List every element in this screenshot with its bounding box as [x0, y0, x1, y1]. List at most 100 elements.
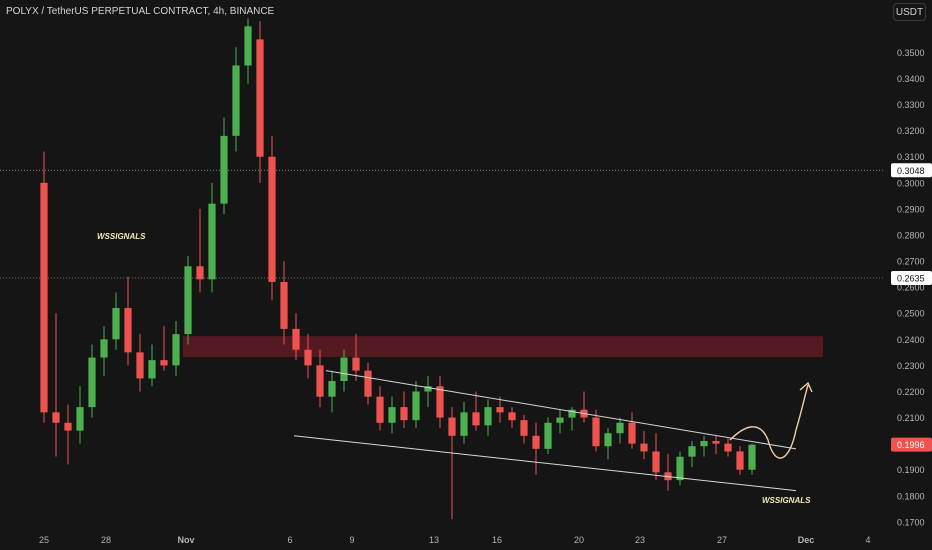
candle-body	[196, 266, 204, 280]
candle-body	[88, 357, 96, 408]
candle-body	[172, 334, 180, 366]
y-tick-label: 0.2700	[897, 257, 925, 267]
y-tick-label: 0.3500	[897, 48, 925, 58]
x-tick-label: 23	[635, 535, 645, 545]
candle-body	[532, 435, 540, 449]
candle-body	[688, 446, 696, 457]
candle-body	[184, 266, 192, 335]
candle-body	[364, 370, 372, 397]
candle-body	[256, 39, 264, 157]
candle-body	[472, 412, 480, 426]
candle-body	[736, 451, 744, 470]
candle-body	[148, 360, 156, 379]
candle-body	[628, 422, 636, 444]
candle-body	[460, 412, 468, 436]
y-tick-label: 0.3000	[897, 178, 925, 188]
candle-body	[100, 339, 108, 358]
candle-body	[544, 422, 552, 449]
price-label: 0.3048	[891, 163, 932, 178]
candle-body	[388, 407, 396, 423]
candle-body	[244, 26, 252, 66]
candle-body	[556, 417, 564, 423]
projection-arrowhead	[799, 381, 813, 393]
candle-body	[328, 381, 336, 397]
x-tick-label: 16	[492, 535, 502, 545]
candle-body	[40, 182, 48, 413]
y-tick-label: 0.3200	[897, 126, 925, 136]
candle-body	[436, 386, 444, 418]
candle-body	[496, 407, 504, 413]
x-tick-label: 28	[101, 535, 111, 545]
y-tick-label: 0.1900	[897, 465, 925, 475]
y-tick-label: 0.3300	[897, 100, 925, 110]
watermark-text: WSSIGNALS	[762, 496, 811, 505]
candle-body	[52, 412, 60, 423]
level-price-label: 0.2635	[897, 274, 925, 284]
candle-body	[64, 422, 72, 431]
candle-body	[76, 407, 84, 431]
y-tick-label: 0.3100	[897, 152, 925, 162]
candle-body	[136, 352, 144, 379]
candle-body	[292, 328, 300, 350]
channel-lower-line	[293, 435, 797, 492]
y-tick-label: 0.2200	[897, 387, 925, 397]
y-tick-label: 0.2100	[897, 413, 925, 423]
y-tick-label: 0.2900	[897, 204, 925, 214]
candle-body	[568, 409, 576, 418]
y-tick-label: 0.1700	[897, 517, 925, 527]
candle-body	[616, 422, 624, 434]
resistance-zone	[183, 336, 823, 358]
candle-body	[208, 203, 216, 280]
candle-body	[640, 443, 648, 452]
candle-body	[520, 420, 528, 436]
candle-body	[748, 444, 756, 470]
candle-body	[340, 357, 348, 382]
current-price-label: 0.1996	[897, 440, 925, 450]
y-tick-label: 0.2300	[897, 361, 925, 371]
candle-body	[280, 281, 288, 329]
level-price-label: 0.3048	[897, 166, 925, 176]
candle-body	[484, 407, 492, 426]
candle-body	[448, 417, 456, 436]
x-tick-label: Nov	[177, 535, 194, 545]
x-tick-label: 9	[349, 535, 354, 545]
y-tick-label: 0.3400	[897, 74, 925, 84]
candle-body	[400, 407, 408, 421]
y-tick-label: 0.2600	[897, 283, 925, 293]
candle-body	[376, 396, 384, 423]
candle-body	[424, 386, 432, 392]
current-price-box	[891, 437, 932, 452]
x-tick-label: 6	[287, 535, 292, 545]
price-label: 0.1996	[891, 437, 932, 452]
channel-upper-line	[325, 370, 797, 450]
price-label: 0.2635	[891, 271, 932, 286]
candle-body	[724, 443, 732, 452]
x-tick-label: 27	[717, 535, 727, 545]
level-price-box	[891, 271, 932, 286]
candle-body	[160, 360, 168, 366]
chart-title: POLYX / TetherUS PERPETUAL CONTRACT, 4h,…	[6, 6, 275, 17]
currency-button[interactable]: USDT	[893, 3, 926, 21]
candle-body	[268, 156, 276, 282]
candle-body	[712, 441, 720, 444]
candle-body	[700, 441, 708, 447]
candle-body	[652, 451, 660, 473]
candle-body	[412, 391, 420, 421]
candle-body	[124, 308, 132, 353]
candle-body	[220, 135, 228, 204]
x-tick-label: 25	[39, 535, 49, 545]
x-tick-label: 20	[574, 535, 584, 545]
candle-body	[604, 433, 612, 447]
x-tick-label: 13	[429, 535, 439, 545]
watermark-text: WSSIGNALS	[97, 232, 146, 241]
candle-body	[352, 357, 360, 371]
y-tick-label: 0.2800	[897, 230, 925, 240]
candle-body	[592, 417, 600, 447]
y-tick-label: 0.2400	[897, 335, 925, 345]
level-price-box	[891, 163, 932, 178]
x-tick-label: Dec	[798, 535, 815, 545]
candle-body	[112, 308, 120, 340]
y-tick-label: 0.1800	[897, 491, 925, 501]
y-tick-label: 0.2500	[897, 309, 925, 319]
